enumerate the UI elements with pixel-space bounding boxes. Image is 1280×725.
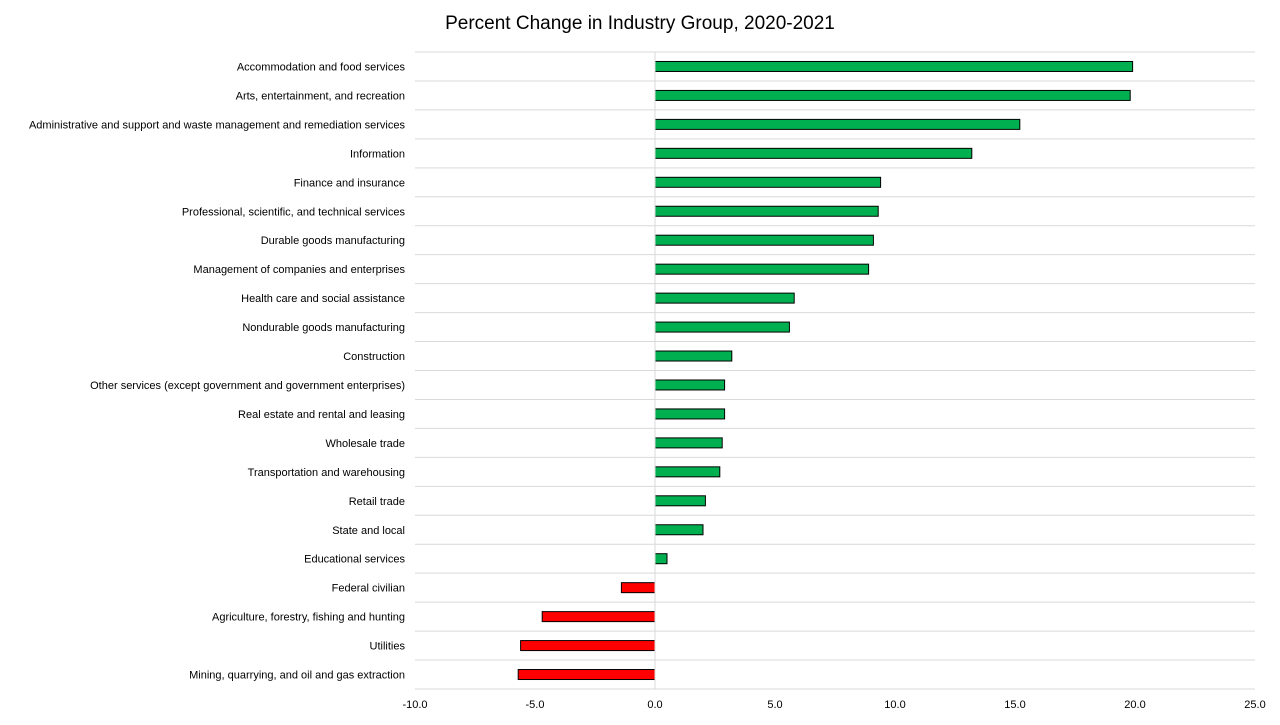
bar bbox=[654, 176, 882, 188]
bar bbox=[654, 263, 870, 275]
category-label: Real estate and rental and leasing bbox=[238, 409, 405, 421]
x-tick-label: 0.0 bbox=[647, 699, 662, 711]
x-tick-label: 20.0 bbox=[1124, 699, 1145, 711]
category-label: Professional, scientific, and technical … bbox=[182, 206, 406, 218]
category-label: Utilities bbox=[370, 641, 406, 653]
chart-title: Percent Change in Industry Group, 2020-2… bbox=[445, 13, 835, 34]
x-tick-label: -5.0 bbox=[526, 699, 545, 711]
bar bbox=[654, 205, 879, 217]
category-label: Nondurable goods manufacturing bbox=[242, 322, 405, 334]
bar bbox=[654, 321, 790, 333]
gridlines bbox=[415, 51, 1255, 690]
bar bbox=[654, 60, 1134, 72]
x-tick-label: 5.0 bbox=[767, 699, 782, 711]
category-label: State and local bbox=[332, 525, 405, 537]
category-label: Finance and insurance bbox=[294, 177, 405, 189]
bar bbox=[654, 379, 726, 391]
bar bbox=[654, 408, 726, 420]
x-tick-label: -10.0 bbox=[402, 699, 427, 711]
bar bbox=[620, 582, 656, 594]
bar bbox=[654, 524, 704, 536]
bar bbox=[654, 292, 795, 304]
x-tick-label: 15.0 bbox=[1004, 699, 1025, 711]
category-label: Information bbox=[350, 148, 405, 160]
x-tick-labels: -10.0 -5.0 0.0 5.0 10.0 15.0 20.0 25.0 bbox=[402, 699, 1265, 711]
bar bbox=[654, 350, 733, 362]
category-label: Construction bbox=[343, 351, 405, 363]
category-label: Accommodation and food services bbox=[237, 61, 406, 73]
category-label: Durable goods manufacturing bbox=[261, 235, 405, 247]
category-label: Wholesale trade bbox=[326, 438, 406, 450]
bar bbox=[654, 553, 668, 565]
category-label: Health care and social assistance bbox=[241, 293, 405, 305]
x-tick-label: 25.0 bbox=[1244, 699, 1265, 711]
bar bbox=[520, 640, 656, 652]
category-label: Agriculture, forestry, fishing and hunti… bbox=[212, 612, 405, 624]
bar bbox=[654, 437, 723, 449]
bar bbox=[541, 611, 656, 623]
bar bbox=[654, 234, 874, 246]
category-label: Other services (except government and go… bbox=[90, 380, 405, 392]
bar bbox=[654, 495, 706, 507]
category-label: Arts, entertainment, and recreation bbox=[236, 90, 405, 102]
bar bbox=[517, 669, 656, 681]
bars bbox=[517, 60, 1134, 681]
bar bbox=[654, 147, 973, 159]
category-label: Mining, quarrying, and oil and gas extra… bbox=[189, 670, 405, 682]
x-tick-label: 10.0 bbox=[884, 699, 905, 711]
bar bbox=[654, 118, 1021, 130]
category-label: Retail trade bbox=[349, 496, 405, 508]
category-labels: Accommodation and food services Arts, ent… bbox=[29, 61, 406, 681]
category-label: Federal civilian bbox=[332, 583, 405, 595]
category-label: Educational services bbox=[304, 554, 405, 566]
bar bbox=[654, 89, 1131, 101]
category-label: Transportation and warehousing bbox=[248, 467, 405, 479]
bar bbox=[654, 466, 721, 478]
category-label: Administrative and support and waste man… bbox=[29, 119, 406, 131]
category-label: Management of companies and enterprises bbox=[193, 264, 405, 276]
